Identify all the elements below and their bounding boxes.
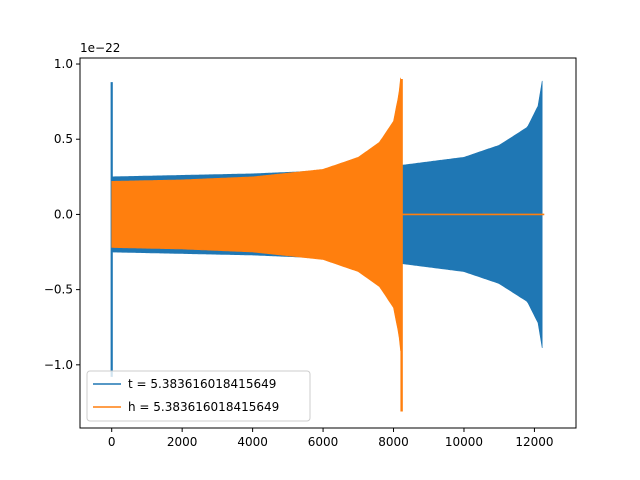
plot-area (110, 77, 545, 412)
y-tick-label: 0.0 (54, 207, 73, 221)
x-tick-label: 0 (108, 435, 116, 449)
legend: t = 5.383616018415649 h = 5.383616018415… (86, 370, 311, 422)
legend-box (86, 370, 311, 422)
y-tick-label: 0.5 (54, 132, 73, 146)
x-axis: 0 2000 4000 6000 8000 10000 12000 (108, 428, 554, 449)
legend-label-h: h = 5.383616018415649 (128, 400, 279, 414)
x-tick-label: 12000 (515, 435, 553, 449)
legend-label-t: t = 5.383616018415649 (128, 377, 276, 391)
x-tick-label: 6000 (308, 435, 339, 449)
y-tick-label: 1.0 (54, 57, 73, 71)
x-tick-label: 8000 (378, 435, 409, 449)
axes-frame (79, 57, 577, 429)
y-tick-label: −0.5 (44, 283, 73, 297)
y-axis: −1.0 −0.5 0.0 0.5 1.0 (44, 57, 80, 372)
x-tick-label: 10000 (445, 435, 483, 449)
x-tick-label: 4000 (237, 435, 268, 449)
y-offset-label: 1e−22 (80, 41, 120, 55)
x-tick-label: 2000 (167, 435, 198, 449)
y-tick-label: −1.0 (44, 358, 73, 372)
